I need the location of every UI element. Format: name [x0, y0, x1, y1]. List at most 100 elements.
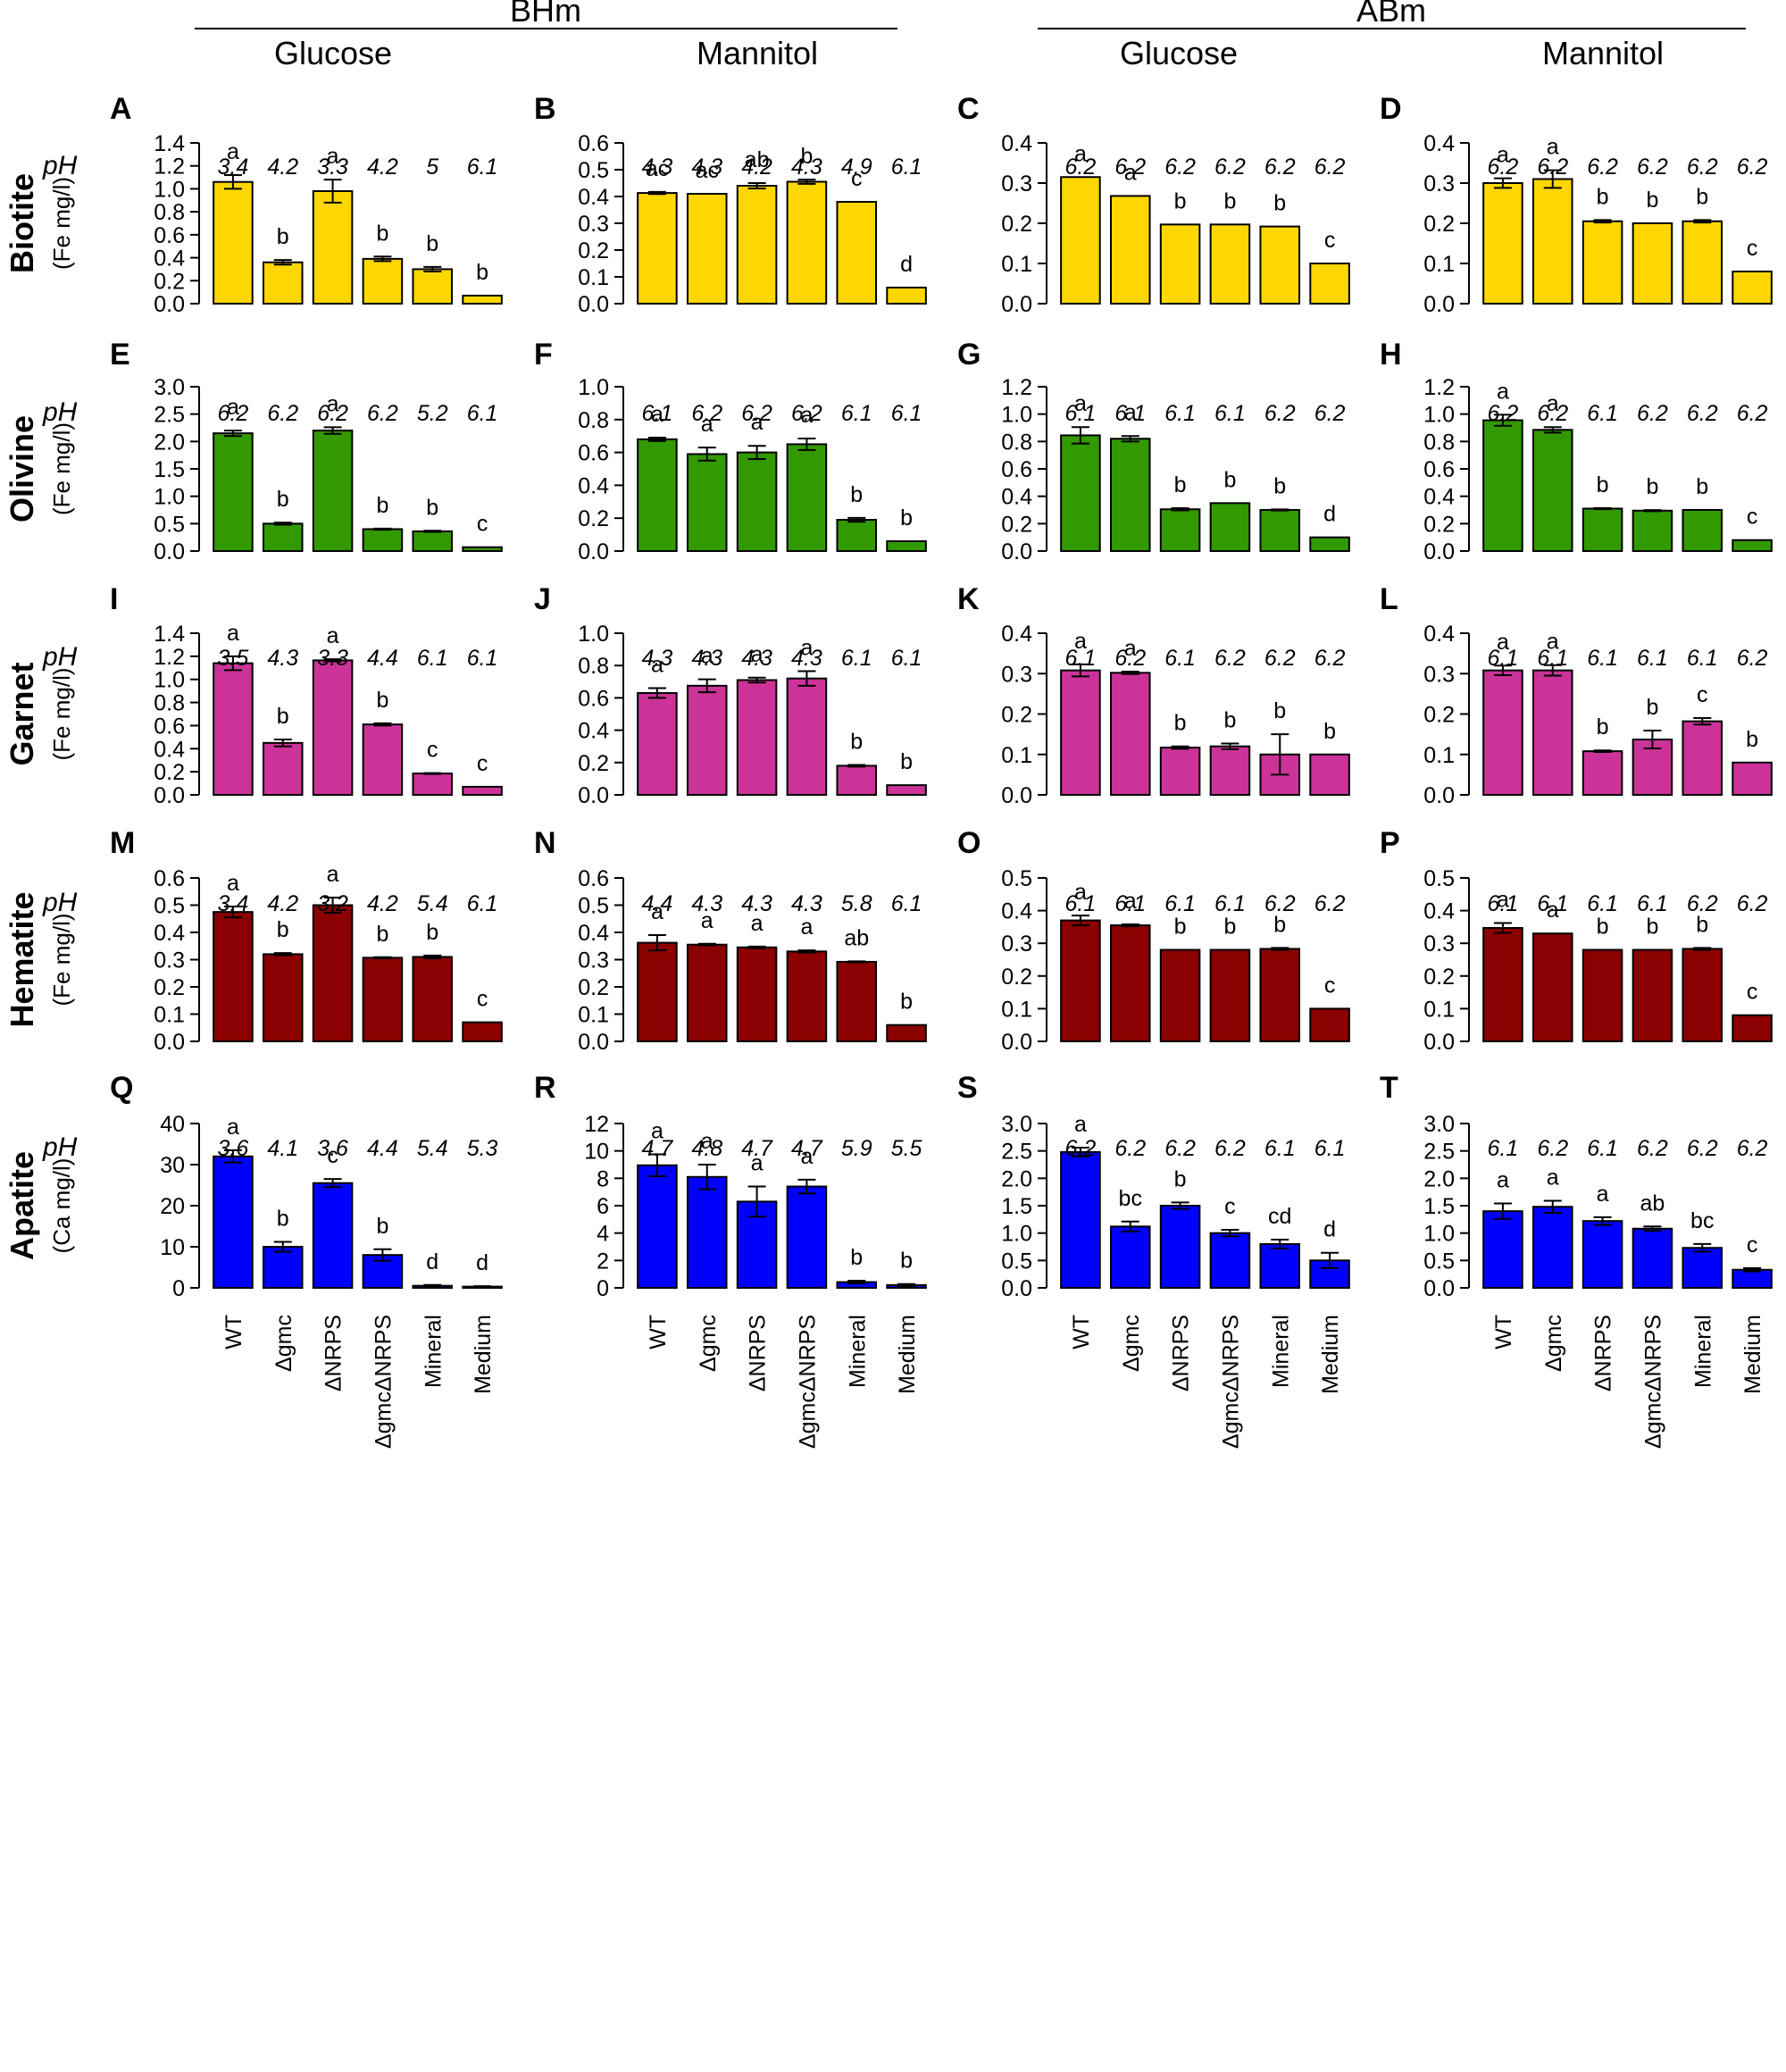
y-tick-label: 0.0: [154, 539, 185, 564]
y-tick-label: 0.4: [1423, 485, 1455, 510]
y-tick-label: 0.4: [578, 473, 609, 498]
bar-ΔgmcΔNRPS: [1632, 509, 1673, 552]
y-axis-label: (Fe mg/l): [48, 668, 75, 761]
y-tick-label: 0.1: [1001, 997, 1032, 1022]
y-tick-label: 0.3: [1001, 171, 1032, 196]
x-category-label: ΔgmcΔNRPS: [795, 1315, 820, 1449]
significance-letter: b: [1174, 711, 1187, 736]
panel-letter: C: [957, 92, 980, 126]
y-tick-label: 30: [160, 1153, 185, 1178]
ph-value: 6.2: [1214, 155, 1246, 180]
panel-letter: N: [534, 826, 556, 860]
bar-Medium: [462, 295, 503, 305]
bar-ΔgmcΔNRPS: [1632, 222, 1673, 305]
ph-value: 5.2: [417, 401, 448, 426]
significance-letter: a: [751, 410, 764, 435]
panel-letter: D: [1380, 92, 1402, 126]
y-tick-label: 1.5: [154, 457, 185, 482]
bar-ΔNRPS: [1582, 220, 1623, 305]
y-tick-label: 0.0: [578, 783, 609, 808]
x-category-label: WT: [646, 1315, 671, 1349]
bar-WT: [1482, 669, 1523, 796]
ph-value: 6.1: [1164, 646, 1196, 671]
y-tick-label: 0.2: [578, 751, 609, 776]
ph-value: 3.4: [218, 891, 249, 916]
y-tick-label: 0.1: [154, 1003, 185, 1028]
panel-letter: P: [1380, 826, 1400, 860]
y-tick-label: 1.2: [154, 155, 185, 180]
bar-Δgmc: [1109, 195, 1151, 305]
ph-label: pH: [42, 1132, 78, 1162]
bar-Mineral: [412, 773, 454, 797]
bar-Mineral: [1259, 509, 1301, 552]
bar-Δgmc: [262, 953, 304, 1043]
x-category-label: Δgmc: [271, 1315, 296, 1372]
bar-Mineral: [412, 956, 454, 1042]
significance-letter: b: [1223, 915, 1236, 940]
x-category-label: Δgmc: [1119, 1315, 1144, 1372]
bar-ΔNRPS: [736, 185, 778, 305]
bar-Medium: [1732, 761, 1773, 796]
bar-ΔgmcΔNRPS: [786, 180, 828, 305]
ph-value: 6.2: [1737, 646, 1768, 671]
bar-WT: [1060, 669, 1101, 796]
y-tick-label: 0.2: [154, 975, 185, 1000]
ph-value: 5.4: [417, 891, 448, 916]
y-tick-label: 0.3: [1001, 662, 1032, 687]
y-tick-label: 0.4: [1423, 899, 1455, 924]
bhm-group-label: BHm: [510, 0, 581, 29]
significance-letter: a: [1124, 160, 1137, 185]
y-tick-label: 0.6: [578, 131, 609, 156]
significance-letter: b: [1696, 474, 1708, 499]
x-category-label: Δgmc: [696, 1315, 721, 1372]
ph-value: 6.2: [1537, 401, 1568, 426]
ph-value: 6.2: [1637, 401, 1668, 426]
ph-value: 6.2: [1264, 155, 1296, 180]
y-tick-label: 0.0: [1001, 783, 1032, 808]
bar-Mineral: [1259, 1242, 1301, 1290]
bar-Δgmc: [1109, 924, 1151, 1042]
bar-ΔNRPS: [1159, 223, 1201, 305]
panel-T: T 0.00.51.0 1.5 2.02.5 3.0 a 6.1 WT a 6.2 Δgmc a 6.1…: [1380, 1071, 1773, 1449]
significance-letter: a: [227, 139, 239, 164]
bar-Δgmc: [262, 522, 304, 552]
bar-Mineral: [836, 519, 878, 552]
y-tick-label: 0.0: [1423, 292, 1455, 317]
ph-value: 3.4: [218, 155, 249, 180]
significance-letter: c: [1324, 973, 1336, 998]
bar-Δgmc: [1531, 178, 1573, 305]
panel-letter: I: [110, 582, 118, 616]
bar-WT: [637, 941, 678, 1042]
y-tick-label: 0.3: [1423, 171, 1455, 196]
significance-letter: c: [1747, 1232, 1758, 1257]
y-tick-label: 0.4: [1001, 622, 1032, 647]
ph-value: 6.1: [891, 891, 922, 916]
row-title: Hematite: [4, 891, 40, 1027]
bar-Medium: [462, 785, 503, 797]
ph-value: 6.2: [1065, 155, 1097, 180]
bar-Medium: [886, 539, 927, 553]
significance-letter: d: [476, 1250, 488, 1275]
ph-value: 6.1: [1637, 646, 1668, 671]
y-tick-label: 0.2: [578, 506, 609, 531]
significance-letter: a: [1074, 391, 1087, 416]
y-tick-label: 4: [597, 1222, 609, 1247]
significance-letter: b: [376, 688, 388, 713]
bar-ΔgmcΔNRPS: [362, 723, 404, 797]
panel-C: C0.00.10.20.30.4 a6.2 a6.2b6.2b6.2b6.2c6.2: [957, 92, 1350, 317]
significance-letter: b: [1273, 912, 1286, 937]
x-category-label: Δgmc: [1541, 1315, 1566, 1372]
significance-letter: a: [227, 1115, 239, 1140]
significance-letter: c: [427, 738, 438, 763]
bar-Medium: [462, 1021, 503, 1043]
ph-value: 6.2: [1264, 891, 1296, 916]
x-category-label: ΔgmcΔNRPS: [371, 1315, 396, 1449]
y-tick-label: 0.5: [1001, 1249, 1032, 1274]
significance-letter: b: [1696, 184, 1708, 209]
ph-value: 6.2: [1488, 401, 1519, 426]
y-tick-label: 0.2: [1001, 512, 1032, 537]
significance-letter: d: [426, 1249, 438, 1274]
bar-ΔgmcΔNRPS: [786, 950, 828, 1042]
